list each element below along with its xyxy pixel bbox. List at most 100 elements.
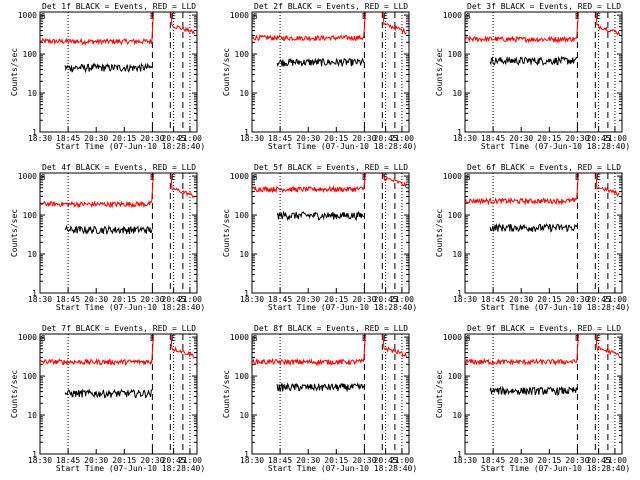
- x-tick-label: 18:30: [240, 456, 264, 465]
- start-marker-label: S: [466, 173, 471, 182]
- x-tick-label: 20:45: [162, 456, 186, 465]
- x-tick-label: 18:30: [453, 295, 477, 304]
- x-tick-label: 21:00: [178, 295, 202, 304]
- x-tick-label: 20:30: [84, 456, 108, 465]
- marker-label-2: E: [171, 173, 176, 182]
- panel-title: Det 3f BLACK = Events, RED = LLD: [467, 2, 621, 11]
- x-tick-label: 20:30: [352, 134, 376, 143]
- y-tick-label: 1: [457, 450, 462, 459]
- y-tick-label: 10: [239, 250, 249, 259]
- start-marker-label: S: [41, 173, 46, 182]
- start-marker-label: S: [253, 173, 258, 182]
- x-tick-label: 20:30: [140, 295, 164, 304]
- x-tick-label: 20:30: [352, 456, 376, 465]
- y-tick-label: 10: [452, 411, 462, 420]
- y-tick-label: 10: [27, 250, 37, 259]
- lld-series-line: [465, 334, 579, 367]
- y-tick-label: 1000: [230, 172, 249, 181]
- events-series-line: [489, 55, 578, 66]
- y-tick-label: 1000: [443, 11, 462, 20]
- marker-label-1: E: [362, 173, 367, 182]
- y-axis-label: Counts/sec: [435, 370, 444, 418]
- y-tick-label: 100: [448, 372, 463, 381]
- marker-label-2: E: [383, 334, 388, 343]
- marker-label-1: E: [362, 12, 367, 21]
- x-tick-label: 20:30: [84, 134, 108, 143]
- x-tick-label: 18:45: [481, 134, 505, 143]
- x-tick-label: 21:00: [603, 456, 627, 465]
- marker-label-1: E: [575, 173, 580, 182]
- start-marker-label: S: [466, 12, 471, 21]
- x-tick-label: 18:30: [453, 456, 477, 465]
- lld-series-line: [40, 334, 154, 366]
- marker-label-2: E: [171, 12, 176, 21]
- plot-frame: [464, 333, 623, 455]
- lld-series-tail: [595, 173, 620, 198]
- y-tick-label: 1000: [18, 172, 37, 181]
- y-tick-label: 1000: [18, 333, 37, 342]
- x-tick-label: 20:15: [537, 134, 561, 143]
- lld-series-tail: [382, 173, 407, 189]
- x-tick-label: 18:45: [481, 295, 505, 304]
- y-axis-label: Counts/sec: [435, 209, 444, 257]
- x-tick-label: 20:30: [509, 295, 533, 304]
- panel-title: Det 5f BLACK = Events, RED = LLD: [254, 163, 408, 172]
- x-tick-label: 20:30: [565, 456, 589, 465]
- x-tick-label: 20:15: [537, 456, 561, 465]
- x-axis-label: Start Time (07-Jun-10 18:28:40): [481, 303, 630, 312]
- x-tick-label: 18:30: [28, 456, 52, 465]
- start-marker-label: S: [41, 334, 46, 343]
- panel-title: Det 6f BLACK = Events, RED = LLD: [467, 163, 621, 172]
- lld-series-line: [252, 12, 366, 43]
- events-series-line: [64, 388, 153, 399]
- y-axis-label: Counts/sec: [222, 209, 231, 257]
- plot-frame: [251, 333, 410, 455]
- events-series-line: [489, 385, 578, 397]
- marker-label-2: E: [596, 12, 601, 21]
- x-tick-label: 21:00: [178, 134, 202, 143]
- x-tick-label: 20:30: [296, 134, 320, 143]
- y-tick-label: 1: [457, 128, 462, 137]
- y-tick-label: 1: [32, 450, 37, 459]
- events-series-line: [276, 210, 365, 222]
- y-tick-label: 1000: [230, 333, 249, 342]
- x-tick-label: 21:00: [390, 295, 414, 304]
- lld-series-line: [465, 12, 579, 44]
- x-tick-label: 20:45: [374, 295, 398, 304]
- marker-label-1: E: [362, 334, 367, 343]
- y-tick-label: 10: [239, 89, 249, 98]
- y-tick-label: 1: [32, 128, 37, 137]
- x-tick-label: 20:30: [565, 134, 589, 143]
- lld-series-line: [465, 173, 579, 206]
- marker-label-2: E: [596, 334, 601, 343]
- plot-frame: [39, 333, 198, 455]
- x-tick-label: 18:45: [268, 456, 292, 465]
- events-series-line: [64, 62, 153, 74]
- x-axis-label: Start Time (07-Jun-10 18:28:40): [56, 303, 205, 312]
- panel-title: Det 2f BLACK = Events, RED = LLD: [254, 2, 408, 11]
- marker-label-1: E: [150, 173, 155, 182]
- x-tick-label: 20:45: [162, 295, 186, 304]
- x-axis-label: Start Time (07-Jun-10 18:28:40): [268, 303, 417, 312]
- x-tick-label: 20:15: [324, 134, 348, 143]
- events-series-line: [276, 381, 365, 392]
- x-tick-label: 20:30: [509, 134, 533, 143]
- y-tick-label: 10: [452, 89, 462, 98]
- plot-frame: [251, 172, 410, 294]
- x-tick-label: 21:00: [390, 456, 414, 465]
- x-tick-label: 21:00: [178, 456, 202, 465]
- y-tick-label: 1: [244, 289, 249, 298]
- y-tick-label: 1: [457, 289, 462, 298]
- x-tick-label: 18:30: [28, 295, 52, 304]
- x-tick-label: 20:30: [140, 134, 164, 143]
- y-axis-label: Counts/sec: [10, 209, 19, 257]
- x-tick-label: 20:15: [112, 295, 136, 304]
- x-axis-label: Start Time (07-Jun-10 18:28:40): [481, 142, 630, 151]
- start-marker-label: S: [253, 12, 258, 21]
